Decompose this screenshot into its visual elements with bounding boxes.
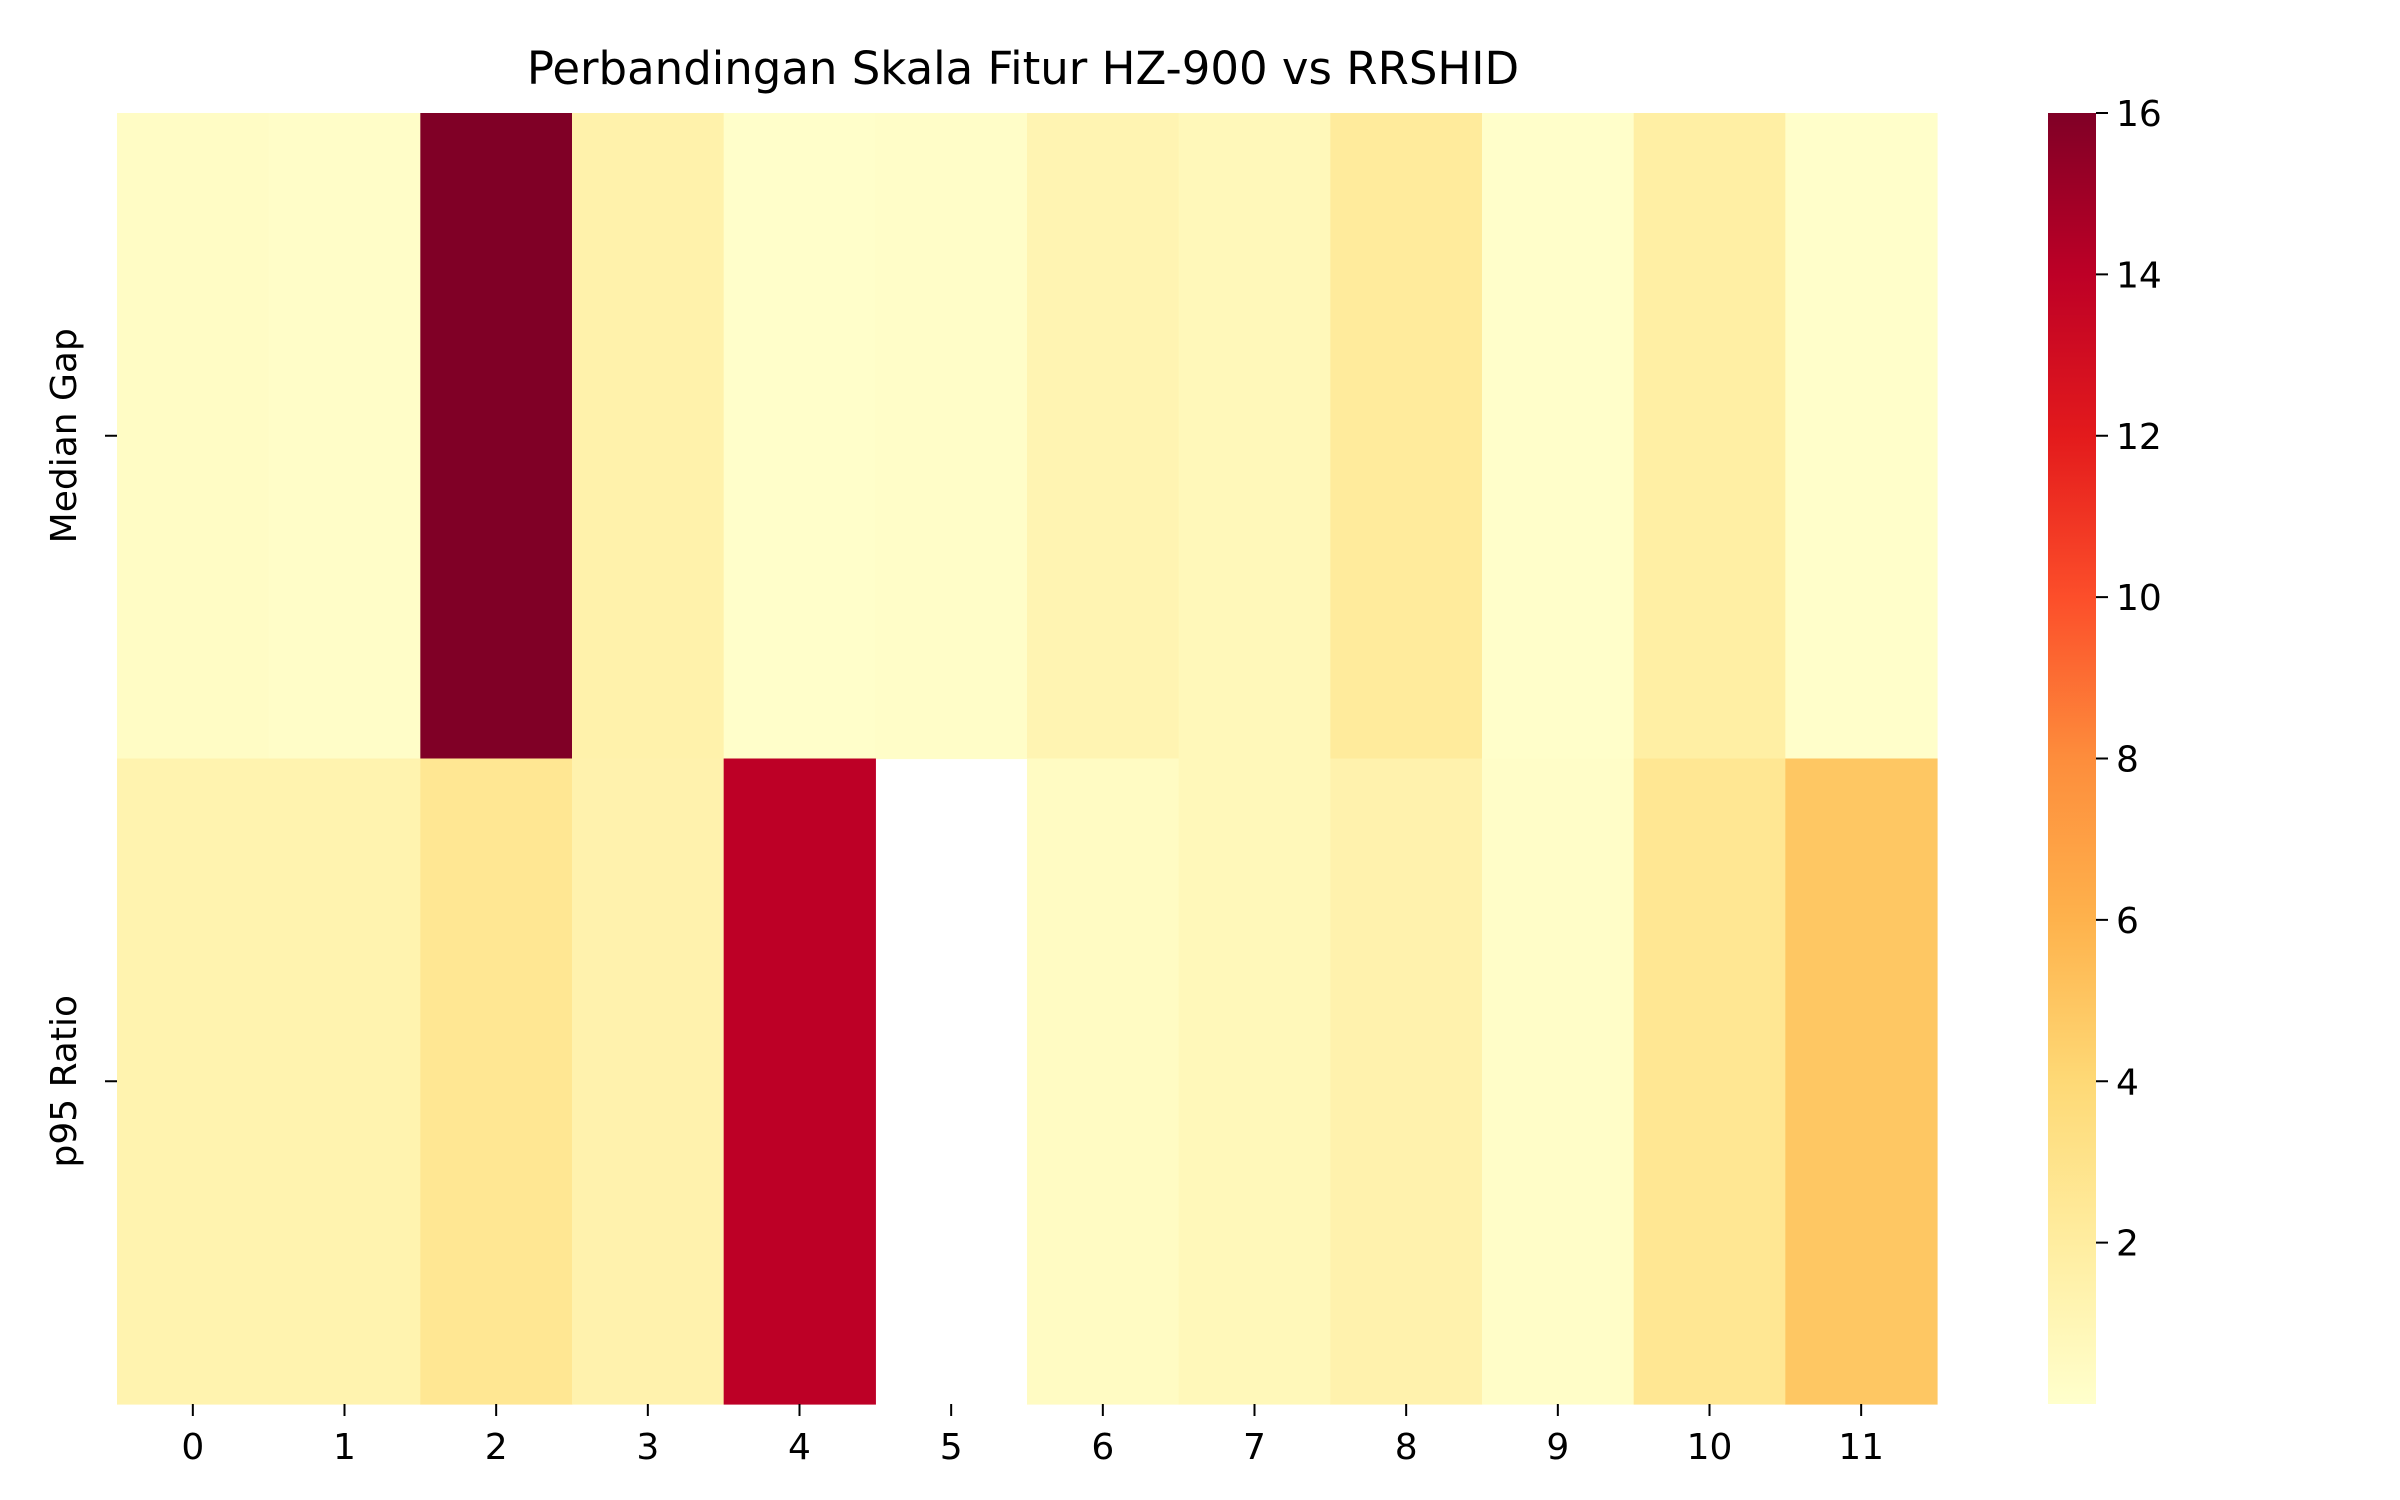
colorbar-tick-label: 8 [2116, 740, 2139, 781]
y-tick-label: Median Gap [44, 328, 85, 543]
heatmap-cell [1482, 758, 1635, 1405]
heatmap-cell [1482, 113, 1635, 760]
x-tick-label: 11 [1838, 1427, 1884, 1468]
x-axis: 0 1 2 3 4 5 6 7 8 9 10 11 [181, 1404, 1884, 1468]
heatmap-cell [1178, 113, 1331, 760]
colorbar-tick-label: 4 [2116, 1062, 2139, 1103]
x-tick-label: 10 [1687, 1427, 1733, 1468]
heatmap-cell [1330, 758, 1483, 1405]
heatmap-cell [117, 113, 270, 760]
heatmap-cell [1027, 758, 1180, 1405]
heatmap-cell [1785, 113, 1938, 760]
heatmap-cell [268, 113, 421, 760]
heatmap-cells [117, 113, 1938, 1405]
heatmap-cell [117, 758, 270, 1405]
x-tick-label: 2 [485, 1427, 508, 1468]
colorbar-tick-label: 2 [2116, 1224, 2139, 1265]
chart-title: Perbandingan Skala Fitur HZ-900 vs RRSHI… [527, 42, 1519, 95]
colorbar: 2 4 6 8 10 12 14 16 [2048, 94, 2162, 1404]
colorbar-tick-label: 10 [2116, 578, 2162, 619]
heatmap-cell [1027, 113, 1180, 760]
heatmap-cell [875, 113, 1028, 760]
colorbar-tick-label: 16 [2116, 94, 2162, 135]
colorbar-tick-label: 12 [2116, 417, 2162, 458]
heatmap-cell [723, 758, 876, 1405]
x-tick-label: 4 [788, 1427, 811, 1468]
heatmap-cell [1330, 113, 1483, 760]
x-tick-label: 9 [1546, 1427, 1569, 1468]
x-tick-label: 6 [1091, 1427, 1114, 1468]
x-tick-label: 1 [333, 1427, 356, 1468]
heatmap-cell [1633, 113, 1786, 760]
y-tick-label: p95 Ratio [44, 995, 85, 1168]
x-tick-label: 8 [1395, 1427, 1418, 1468]
colorbar-gradient [2048, 113, 2096, 1404]
x-tick-label: 0 [181, 1427, 204, 1468]
heatmap-cell [1178, 758, 1331, 1405]
heatmap-cell [572, 758, 725, 1405]
colorbar-tick-label: 6 [2116, 901, 2139, 942]
heatmap-cell [268, 758, 421, 1405]
x-tick-label: 3 [636, 1427, 659, 1468]
x-tick-label: 5 [940, 1427, 963, 1468]
heatmap-cell [723, 113, 876, 760]
colorbar-tick-label: 14 [2116, 255, 2162, 296]
heatmap-cell [572, 113, 725, 760]
heatmap-cell [1633, 758, 1786, 1405]
x-tick-label: 7 [1243, 1427, 1266, 1468]
y-axis: Median Gap p95 Ratio [44, 328, 117, 1168]
heatmap-cell [1785, 758, 1938, 1405]
heatmap-cell [420, 113, 573, 760]
heatmap-cell [420, 758, 573, 1405]
